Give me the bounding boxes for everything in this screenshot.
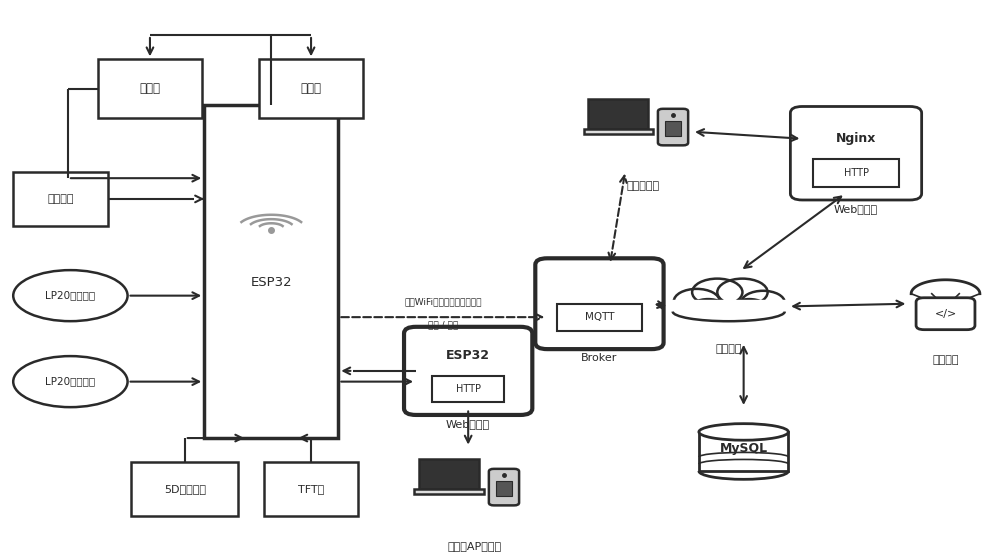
FancyBboxPatch shape: [259, 59, 363, 119]
FancyBboxPatch shape: [489, 469, 519, 505]
FancyBboxPatch shape: [790, 106, 922, 200]
Text: 继电器: 继电器: [139, 82, 160, 95]
Circle shape: [690, 299, 726, 319]
Circle shape: [731, 299, 768, 319]
Text: ESP32: ESP32: [446, 350, 490, 362]
Text: Web服务器: Web服务器: [834, 204, 878, 214]
Polygon shape: [911, 280, 980, 294]
Ellipse shape: [13, 270, 128, 321]
Text: 云服务器: 云服务器: [715, 344, 742, 354]
Text: MySQL: MySQL: [720, 442, 768, 455]
Text: 后台脚本: 后台脚本: [932, 355, 959, 365]
Text: LP20激光雷达: LP20激光雷达: [45, 291, 95, 301]
FancyBboxPatch shape: [916, 297, 975, 330]
FancyBboxPatch shape: [658, 109, 688, 145]
Text: ESP32: ESP32: [250, 276, 292, 289]
FancyBboxPatch shape: [131, 462, 238, 516]
Bar: [584, 129, 653, 134]
Bar: [699, 432, 788, 471]
Text: Web服务器: Web服务器: [446, 419, 490, 429]
Circle shape: [692, 279, 742, 306]
Text: TFT屏: TFT屏: [298, 484, 324, 494]
FancyBboxPatch shape: [813, 158, 899, 187]
FancyBboxPatch shape: [557, 304, 642, 331]
Circle shape: [717, 279, 768, 306]
Text: </>: </>: [934, 309, 957, 319]
Text: 报警器: 报警器: [301, 82, 322, 95]
Text: 连接到AP的设备: 连接到AP的设备: [447, 541, 501, 551]
FancyBboxPatch shape: [535, 258, 664, 349]
Ellipse shape: [699, 424, 788, 440]
FancyBboxPatch shape: [264, 462, 358, 516]
Text: Broker: Broker: [581, 353, 618, 363]
FancyBboxPatch shape: [432, 377, 504, 402]
Text: 5D按键模块: 5D按键模块: [164, 484, 206, 494]
Text: 内置WiFi模块连接到互联网后: 内置WiFi模块连接到互联网后: [404, 297, 482, 306]
Bar: [496, 481, 512, 496]
Text: 电源模块: 电源模块: [47, 194, 74, 204]
Text: 订阅 / 发布: 订阅 / 发布: [428, 320, 458, 329]
Text: 联网的设备: 联网的设备: [627, 182, 660, 192]
Polygon shape: [672, 300, 786, 319]
Bar: [699, 432, 788, 471]
FancyBboxPatch shape: [404, 327, 532, 415]
Bar: [588, 99, 648, 129]
FancyBboxPatch shape: [13, 172, 108, 226]
Text: LP20激光雷达: LP20激光雷达: [45, 377, 95, 387]
FancyBboxPatch shape: [98, 59, 202, 119]
FancyBboxPatch shape: [204, 105, 338, 438]
Text: HTTP: HTTP: [844, 168, 869, 178]
Text: MQTT: MQTT: [585, 312, 614, 322]
Text: HTTP: HTTP: [456, 384, 481, 394]
Ellipse shape: [13, 356, 128, 407]
Bar: [419, 459, 479, 489]
Text: Nginx: Nginx: [836, 132, 876, 145]
Circle shape: [741, 291, 785, 314]
Bar: [414, 489, 484, 494]
Bar: [665, 121, 681, 136]
Circle shape: [674, 289, 720, 314]
